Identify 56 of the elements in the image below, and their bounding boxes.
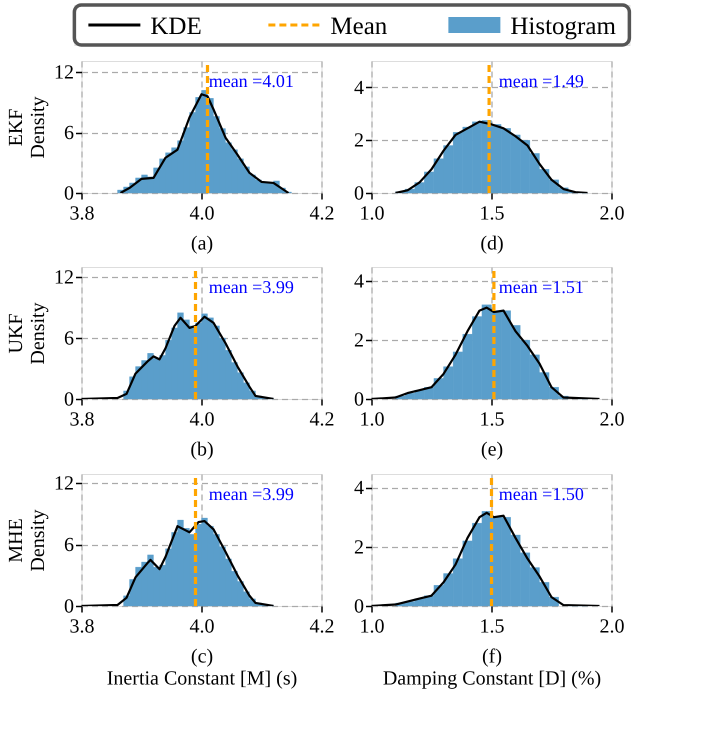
annotation: mean =4.01 xyxy=(208,71,294,92)
x-tick-label: 1.0 xyxy=(360,202,384,224)
y-tick-label: 0 xyxy=(354,596,364,618)
y-tick-label: 0 xyxy=(354,182,364,204)
x-tick-label: 4.0 xyxy=(190,616,214,638)
y-tick-label: 12 xyxy=(54,62,74,84)
annotation: mean =1.50 xyxy=(498,484,584,504)
annotation: mean =3.99 xyxy=(208,277,294,298)
x-tick-label: 3.8 xyxy=(70,202,94,224)
x-tick-label: 1.0 xyxy=(360,616,384,638)
y-tick-label: 12 xyxy=(54,266,74,289)
x-axis-title: (b) xyxy=(190,438,214,460)
annotation: mean =1.51 xyxy=(498,277,584,298)
x-tick-label: 1.5 xyxy=(480,202,504,224)
x-tick-label: 1.0 xyxy=(360,408,384,430)
x-axis-title: (c) xyxy=(190,646,214,668)
x-tick-label: 4.0 xyxy=(190,408,214,430)
annotation: mean =1.49 xyxy=(498,71,584,92)
y-tick-label: 0 xyxy=(64,596,74,618)
y-tick-label: 2 xyxy=(354,536,364,558)
x-tick-label: 4.2 xyxy=(310,616,334,638)
x-tick-label: 3.8 xyxy=(70,616,94,638)
y-tick-label: 2 xyxy=(354,130,364,152)
x-tick-label: 4.0 xyxy=(190,202,214,224)
y-tick-label: 4 xyxy=(354,270,364,293)
y-tick-label: 0 xyxy=(64,182,74,204)
text: Damping Constant [D] (%) xyxy=(382,668,602,690)
x-tick-label: 1.5 xyxy=(480,408,504,430)
x-tick-label: 2.0 xyxy=(600,202,624,224)
y-tick-label: 12 xyxy=(54,472,74,495)
y-axis-title: MHE Density xyxy=(5,509,49,572)
y-tick-label: 4 xyxy=(354,477,364,500)
x-axis-title: (a) xyxy=(190,232,214,254)
legend-label: KDE xyxy=(150,13,202,40)
x-tick-label: 3.8 xyxy=(70,408,94,430)
x-tick-label: 1.5 xyxy=(480,616,504,638)
text: Inertia Constant [M] (s) xyxy=(106,668,298,690)
y-tick-label: 6 xyxy=(64,122,74,144)
x-axis-title: (f) xyxy=(482,646,502,668)
y-axis-title: EKF Density xyxy=(5,96,49,159)
x-tick-label: 4.2 xyxy=(310,408,334,430)
y-axis-title: UKF Density xyxy=(5,302,49,365)
x-tick-label: 4.2 xyxy=(310,202,334,224)
y-tick-label: 6 xyxy=(64,534,74,556)
x-axis-title: (d) xyxy=(480,232,504,254)
y-tick-label: 0 xyxy=(354,388,364,410)
y-tick-label: 4 xyxy=(354,76,364,99)
y-tick-label: 2 xyxy=(354,330,364,352)
legend-label: Histogram xyxy=(510,13,616,40)
x-tick-label: 2.0 xyxy=(600,616,624,638)
y-tick-label: 0 xyxy=(64,388,74,410)
annotation: mean =3.99 xyxy=(208,484,294,504)
x-axis-title: (e) xyxy=(480,438,504,460)
y-tick-label: 6 xyxy=(64,328,74,350)
legend-label: Mean xyxy=(330,13,388,40)
x-tick-label: 2.0 xyxy=(600,408,624,430)
